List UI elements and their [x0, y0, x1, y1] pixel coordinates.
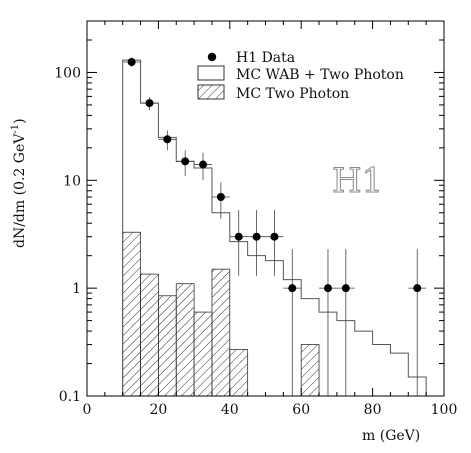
- data-point: [163, 135, 172, 144]
- y-tick-label: 100: [54, 65, 81, 81]
- y-axis-title-sup: -1: [10, 124, 21, 134]
- x-axis-title: m (GeV): [362, 428, 420, 444]
- two-photon-bin: [211, 268, 231, 397]
- two-photon-bin: [193, 311, 213, 397]
- data-point: [216, 193, 225, 202]
- data-point: [341, 284, 350, 293]
- data-point: [234, 232, 243, 241]
- axes: 0 20 40 60 80 100 0.1 1 10 100: [54, 20, 458, 418]
- data-point: [127, 58, 136, 67]
- data-point: [288, 284, 297, 293]
- x-tick-label: 100: [431, 402, 458, 418]
- data-point: [199, 160, 208, 169]
- y-axis-title-close: ): [12, 118, 28, 123]
- data-point: [181, 157, 190, 166]
- x-tick-label: 60: [292, 402, 310, 418]
- two-photon-bin: [140, 273, 159, 397]
- x-tick-label: 20: [149, 402, 167, 418]
- two-photon-bin: [300, 344, 320, 397]
- y-axis-title-main: dN/dm (0.2 GeV: [12, 133, 28, 248]
- x-tick-label: 80: [364, 402, 382, 418]
- y-tick-label: 10: [63, 173, 81, 189]
- data-point: [323, 284, 332, 293]
- h1-watermark: H1: [332, 161, 383, 201]
- two-photon-bin: [122, 231, 141, 397]
- data-points: [122, 57, 427, 396]
- legend-box-mc-wab: [197, 65, 225, 81]
- x-tick-label: 0: [83, 402, 92, 418]
- legend-box-mc-two-photon: [197, 84, 225, 100]
- data-point: [270, 232, 279, 241]
- legend-label-h1-data: H1 Data: [236, 50, 295, 66]
- data-point: [252, 232, 261, 241]
- legend-label-mc-wab: MC WAB + Two Photon: [236, 67, 404, 83]
- x-tick-label: 40: [221, 402, 239, 418]
- legend-label-mc-two-photon: MC Two Photon: [236, 86, 349, 102]
- two-photon-bin: [175, 283, 195, 397]
- y-axis-title: dN/dm (0.2 GeV-1): [10, 118, 28, 248]
- legend-marker-h1-data: [207, 52, 217, 62]
- y-tick-label: 0.1: [59, 389, 81, 405]
- two-photon-bin: [229, 349, 249, 397]
- y-tick-label: 1: [72, 281, 81, 297]
- legend: H1 Data MC WAB + Two Photon MC Two Photo…: [197, 50, 404, 102]
- two-photon-bin: [157, 295, 177, 397]
- data-point: [145, 99, 154, 108]
- data-point: [413, 284, 422, 293]
